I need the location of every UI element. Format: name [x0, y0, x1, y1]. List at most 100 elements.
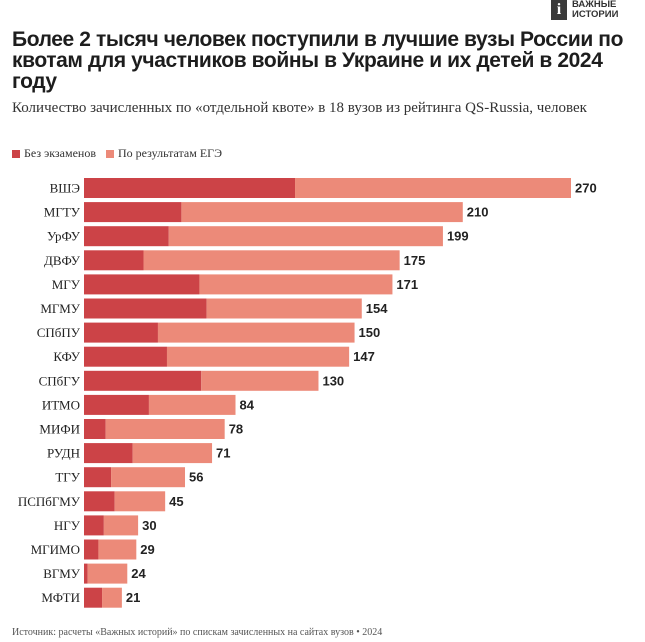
- bar-segment-no-exams: [84, 370, 202, 391]
- bar-total-label: 78: [229, 422, 243, 437]
- bar-row: МГУ 171: [52, 274, 418, 295]
- bar-total-label: 270: [575, 181, 597, 196]
- bar-segment-no-exams: [84, 394, 149, 415]
- category-label: ТГУ: [55, 470, 80, 485]
- bar-total-label: 171: [396, 277, 418, 292]
- logo-text: ВАЖНЫЕ ИСТОРИИ: [572, 0, 619, 20]
- bar-row: МГИМО 29: [31, 539, 155, 560]
- bar-total-label: 147: [353, 349, 375, 364]
- bar-row: КФУ 147: [53, 346, 375, 367]
- bar-total-label: 24: [131, 566, 146, 581]
- bar-segment-no-exams: [84, 298, 207, 319]
- bar-segment-ege: [199, 274, 393, 295]
- bar-segment-no-exams: [84, 202, 182, 223]
- category-label: КФУ: [53, 349, 80, 364]
- legend-item-ege: По результатам ЕГЭ: [106, 146, 222, 161]
- bar-segment-no-exams: [84, 587, 103, 608]
- bar-segment-no-exams: [84, 322, 158, 343]
- bar-chart: ВШЭ 270 МГТУ 210 УрФУ 199 ДВФУ 175 МГУ 171 МГМУ 154…: [18, 178, 597, 608]
- bar-total-label: 150: [359, 325, 381, 340]
- bar-row: НГУ 30: [54, 515, 157, 536]
- bar-total-label: 45: [169, 494, 183, 509]
- bar-row: МГМУ 154: [40, 298, 388, 319]
- bar-row: ДВФУ 175: [44, 250, 426, 271]
- category-label: ДВФУ: [44, 253, 81, 268]
- logo-mark: i: [551, 0, 567, 20]
- category-label: МГУ: [52, 277, 81, 292]
- bar-segment-ege: [111, 467, 186, 488]
- bar-total-label: 175: [404, 253, 426, 268]
- logo: i ВАЖНЫЕ ИСТОРИИ: [551, 0, 634, 20]
- bar-segment-ege: [143, 250, 400, 271]
- bar-total-label: 21: [126, 590, 140, 605]
- bar-segment-ege: [132, 443, 213, 464]
- bar-row: МИФИ 78: [39, 419, 243, 439]
- bar-segment-no-exams: [84, 274, 200, 295]
- bar-segment-ege: [102, 587, 122, 608]
- category-label: СПбГУ: [39, 373, 81, 388]
- bar-row: ТГУ 56: [55, 467, 203, 488]
- bar-total-label: 29: [140, 542, 154, 557]
- category-label: МИФИ: [39, 422, 80, 437]
- chart-legend: Без экзаменов По результатам ЕГЭ: [12, 146, 232, 161]
- bar-total-label: 210: [467, 205, 489, 220]
- bar-segment-ege: [148, 394, 236, 415]
- bar-total-label: 130: [322, 373, 344, 388]
- bar-row: СПбГУ 130: [39, 370, 344, 391]
- bar-row: МФТИ 21: [41, 587, 140, 608]
- bar-row: ВШЭ 270: [50, 178, 597, 198]
- bar-row: УрФУ 199: [47, 226, 469, 247]
- bar-segment-ege: [201, 370, 319, 391]
- bar-row: ИТМО 84: [42, 394, 255, 415]
- bar-segment-no-exams: [84, 178, 296, 198]
- bar-total-label: 56: [189, 470, 203, 485]
- bar-segment-ege: [157, 322, 355, 343]
- bar-total-label: 199: [447, 229, 469, 244]
- category-label: ИТМО: [42, 397, 80, 412]
- legend-swatch-no-exams: [12, 149, 20, 158]
- category-label: НГУ: [54, 518, 81, 533]
- bar-segment-ege: [114, 491, 166, 512]
- bar-segment-no-exams: [84, 226, 169, 247]
- category-label: ВШЭ: [50, 181, 81, 196]
- bar-segment-ege: [103, 515, 139, 536]
- category-label: УрФУ: [47, 229, 81, 244]
- legend-item-no-exams: Без экзаменов: [12, 146, 96, 161]
- bar-segment-no-exams: [84, 419, 106, 439]
- category-label: ПСПбГМУ: [18, 494, 81, 509]
- bar-segment-ege: [105, 419, 225, 439]
- bar-row: СПбПУ 150: [37, 322, 381, 343]
- chart-subtitle: Количество зачисленных по «отдельной кво…: [12, 100, 587, 116]
- category-label: СПбПУ: [37, 325, 81, 340]
- legend-label-ege: По результатам ЕГЭ: [118, 146, 223, 160]
- legend-swatch-ege: [106, 149, 114, 158]
- category-label: МГТУ: [44, 205, 81, 220]
- category-label: МФТИ: [41, 590, 80, 605]
- bar-segment-no-exams: [84, 346, 167, 367]
- bar-total-label: 30: [142, 518, 156, 533]
- bar-segment-no-exams: [84, 515, 104, 536]
- bar-segment-no-exams: [84, 491, 115, 512]
- bar-row: МГТУ 210: [44, 202, 489, 223]
- bar-segment-ege: [166, 346, 350, 367]
- bar-total-label: 84: [240, 397, 255, 412]
- category-label: ВГМУ: [43, 566, 81, 581]
- bar-segment-ege: [87, 563, 128, 584]
- bar-segment-ege: [98, 539, 137, 560]
- bar-total-label: 71: [216, 446, 230, 461]
- chart-title: Более 2 тысяч человек поступили в лучшие…: [12, 28, 624, 93]
- bar-total-label: 154: [366, 301, 388, 316]
- source-note: Источник: расчеты «Важных историй» по сп…: [12, 627, 383, 638]
- bar-segment-ege: [181, 202, 463, 223]
- bar-segment-ege: [295, 178, 571, 198]
- bar-row: РУДН 71: [47, 443, 231, 464]
- category-label: МГМУ: [40, 301, 80, 316]
- category-label: МГИМО: [31, 542, 80, 557]
- bar-row: ВГМУ 24: [43, 563, 147, 584]
- bar-segment-no-exams: [84, 467, 112, 488]
- bar-segment-ege: [206, 298, 362, 319]
- category-label: РУДН: [47, 446, 80, 461]
- bar-row: ПСПбГМУ 45: [18, 491, 184, 512]
- bar-segment-no-exams: [84, 443, 133, 464]
- bar-segment-no-exams: [84, 539, 99, 560]
